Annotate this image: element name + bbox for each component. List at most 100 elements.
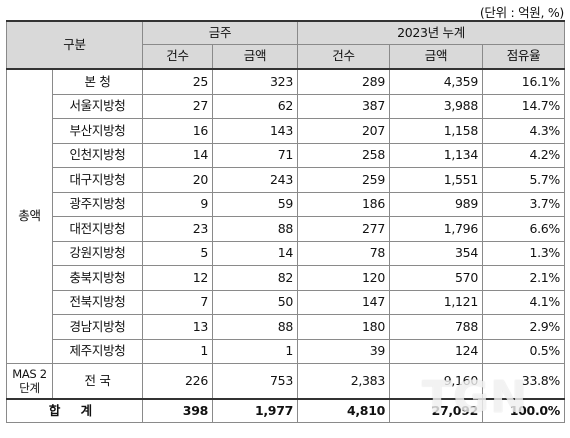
ytd-amount: 124 [389,338,483,364]
week-amount: 1 [212,338,298,364]
unit-note: (단위 : 억원, %) [479,5,564,20]
table-row: 제주지방청 1 1 39 124 0.5% [7,338,566,364]
table-row: 총액 본 청 25 323 289 4,359 16.1% [6,68,566,364]
ytd-amount: 1,121 [389,289,483,315]
ytd-count: 277 [297,216,390,242]
total-ytd-count: 4,810 [297,398,390,423]
week-amount: 71 [212,142,298,168]
ytd-amount: 570 [389,265,483,291]
table-row: 광주지방청 9 59 186 989 3.7% [7,191,566,217]
week-amount: 243 [212,167,298,193]
ytd-share: 2.1% [481,265,566,291]
ytd-count: 387 [297,93,390,119]
table-row-total: 합 계 398 1,977 4,810 27,092 100.0% [6,398,566,423]
ytd-count: 259 [297,167,390,193]
ytd-amount: 1,796 [389,216,483,242]
table-row: 강원지방청 5 14 78 354 1.3% [7,240,566,266]
ytd-amount: 3,988 [389,93,483,119]
week-count: 23 [142,216,213,242]
header-week-amount: 금액 [212,44,298,70]
ytd-share: 6.6% [481,216,566,242]
week-amount: 323 [212,68,298,95]
row-name: 인천지방청 [52,142,143,168]
ytd-amount: 354 [389,240,483,266]
procurement-table: 구분 금주 2023년 누계 건수 금액 건수 금액 점유율 총액 본 청 25 32… [6,20,566,423]
ytd-share: 4.2% [481,142,566,168]
ytd-amount: 788 [389,314,483,340]
week-count: 226 [142,363,213,400]
week-count: 12 [142,265,213,291]
ytd-share: 1.3% [481,240,566,266]
header-ytd-share: 점유율 [481,44,566,70]
row-name: 충북지방청 [52,265,143,291]
ytd-share: 4.1% [481,289,566,315]
ytd-count: 120 [297,265,390,291]
week-amount: 14 [212,240,298,266]
category-total: 총액 [6,68,53,364]
week-count: 16 [142,118,213,144]
ytd-count: 78 [297,240,390,266]
table-row: 대구지방청 20 243 259 1,551 5.7% [7,167,566,193]
row-name: 대구지방청 [52,167,143,193]
week-amount: 59 [212,191,298,217]
week-count: 13 [142,314,213,340]
header-week-count: 건수 [142,44,213,70]
ytd-share: 5.7% [481,167,566,193]
week-amount: 88 [212,314,298,340]
week-count: 7 [142,289,213,315]
row-name: 제주지방청 [52,338,143,364]
ytd-amount: 1,551 [389,167,483,193]
table-row: 대전지방청 23 88 277 1,796 6.6% [7,216,566,242]
ytd-count: 180 [297,314,390,340]
ytd-share: 14.7% [481,93,566,119]
ytd-count: 147 [297,289,390,315]
row-name: 본 청 [52,68,143,95]
ytd-amount: 1,134 [389,142,483,168]
ytd-share: 0.5% [481,338,566,364]
table-row-mas: MAS 2단계 전 국 226 753 2,383 9,160 33.8% [6,363,566,400]
week-count: 25 [142,68,213,95]
week-amount: 82 [212,265,298,291]
week-amount: 62 [212,93,298,119]
ytd-share: 4.3% [481,118,566,144]
ytd-amount: 1,158 [389,118,483,144]
week-amount: 143 [212,118,298,144]
ytd-share: 33.8% [481,363,566,400]
week-count: 27 [142,93,213,119]
row-name: 부산지방청 [52,118,143,144]
header-ytd-count: 건수 [297,44,390,70]
table-row: 충북지방청 12 82 120 570 2.1% [7,265,566,291]
ytd-count: 207 [297,118,390,144]
total-week-amount: 1,977 [212,398,298,423]
row-name: 경남지방청 [52,314,143,340]
row-name: 전 국 [52,363,143,400]
ytd-amount: 4,359 [389,68,483,95]
table-row: 인천지방청 14 71 258 1,134 4.2% [7,142,566,168]
row-name: 전북지방청 [52,289,143,315]
total-label: 합 계 [6,398,143,423]
week-count: 14 [142,142,213,168]
category-mas: MAS 2단계 [6,363,53,400]
ytd-share: 16.1% [481,68,566,95]
watermark-logo: TGN [422,372,528,423]
row-name: 광주지방청 [52,191,143,217]
ytd-amount: 989 [389,191,483,217]
ytd-count: 289 [297,68,390,95]
week-count: 9 [142,191,213,217]
week-amount: 753 [212,363,298,400]
header-week: 금주 [142,20,298,45]
row-name: 대전지방청 [52,216,143,242]
ytd-count: 2,383 [297,363,390,400]
week-count: 20 [142,167,213,193]
header-group: 구분 [6,20,143,70]
week-amount: 50 [212,289,298,315]
header-ytd: 2023년 누계 [296,20,566,45]
table-row: 경남지방청 13 88 180 788 2.9% [7,314,566,340]
row-name: 강원지방청 [52,240,143,266]
ytd-share: 2.9% [481,314,566,340]
ytd-count: 39 [297,338,390,364]
row-name: 서울지방청 [52,93,143,119]
week-count: 1 [142,338,213,364]
table-row: 전북지방청 7 50 147 1,121 4.1% [7,289,566,315]
ytd-count: 258 [297,142,390,168]
